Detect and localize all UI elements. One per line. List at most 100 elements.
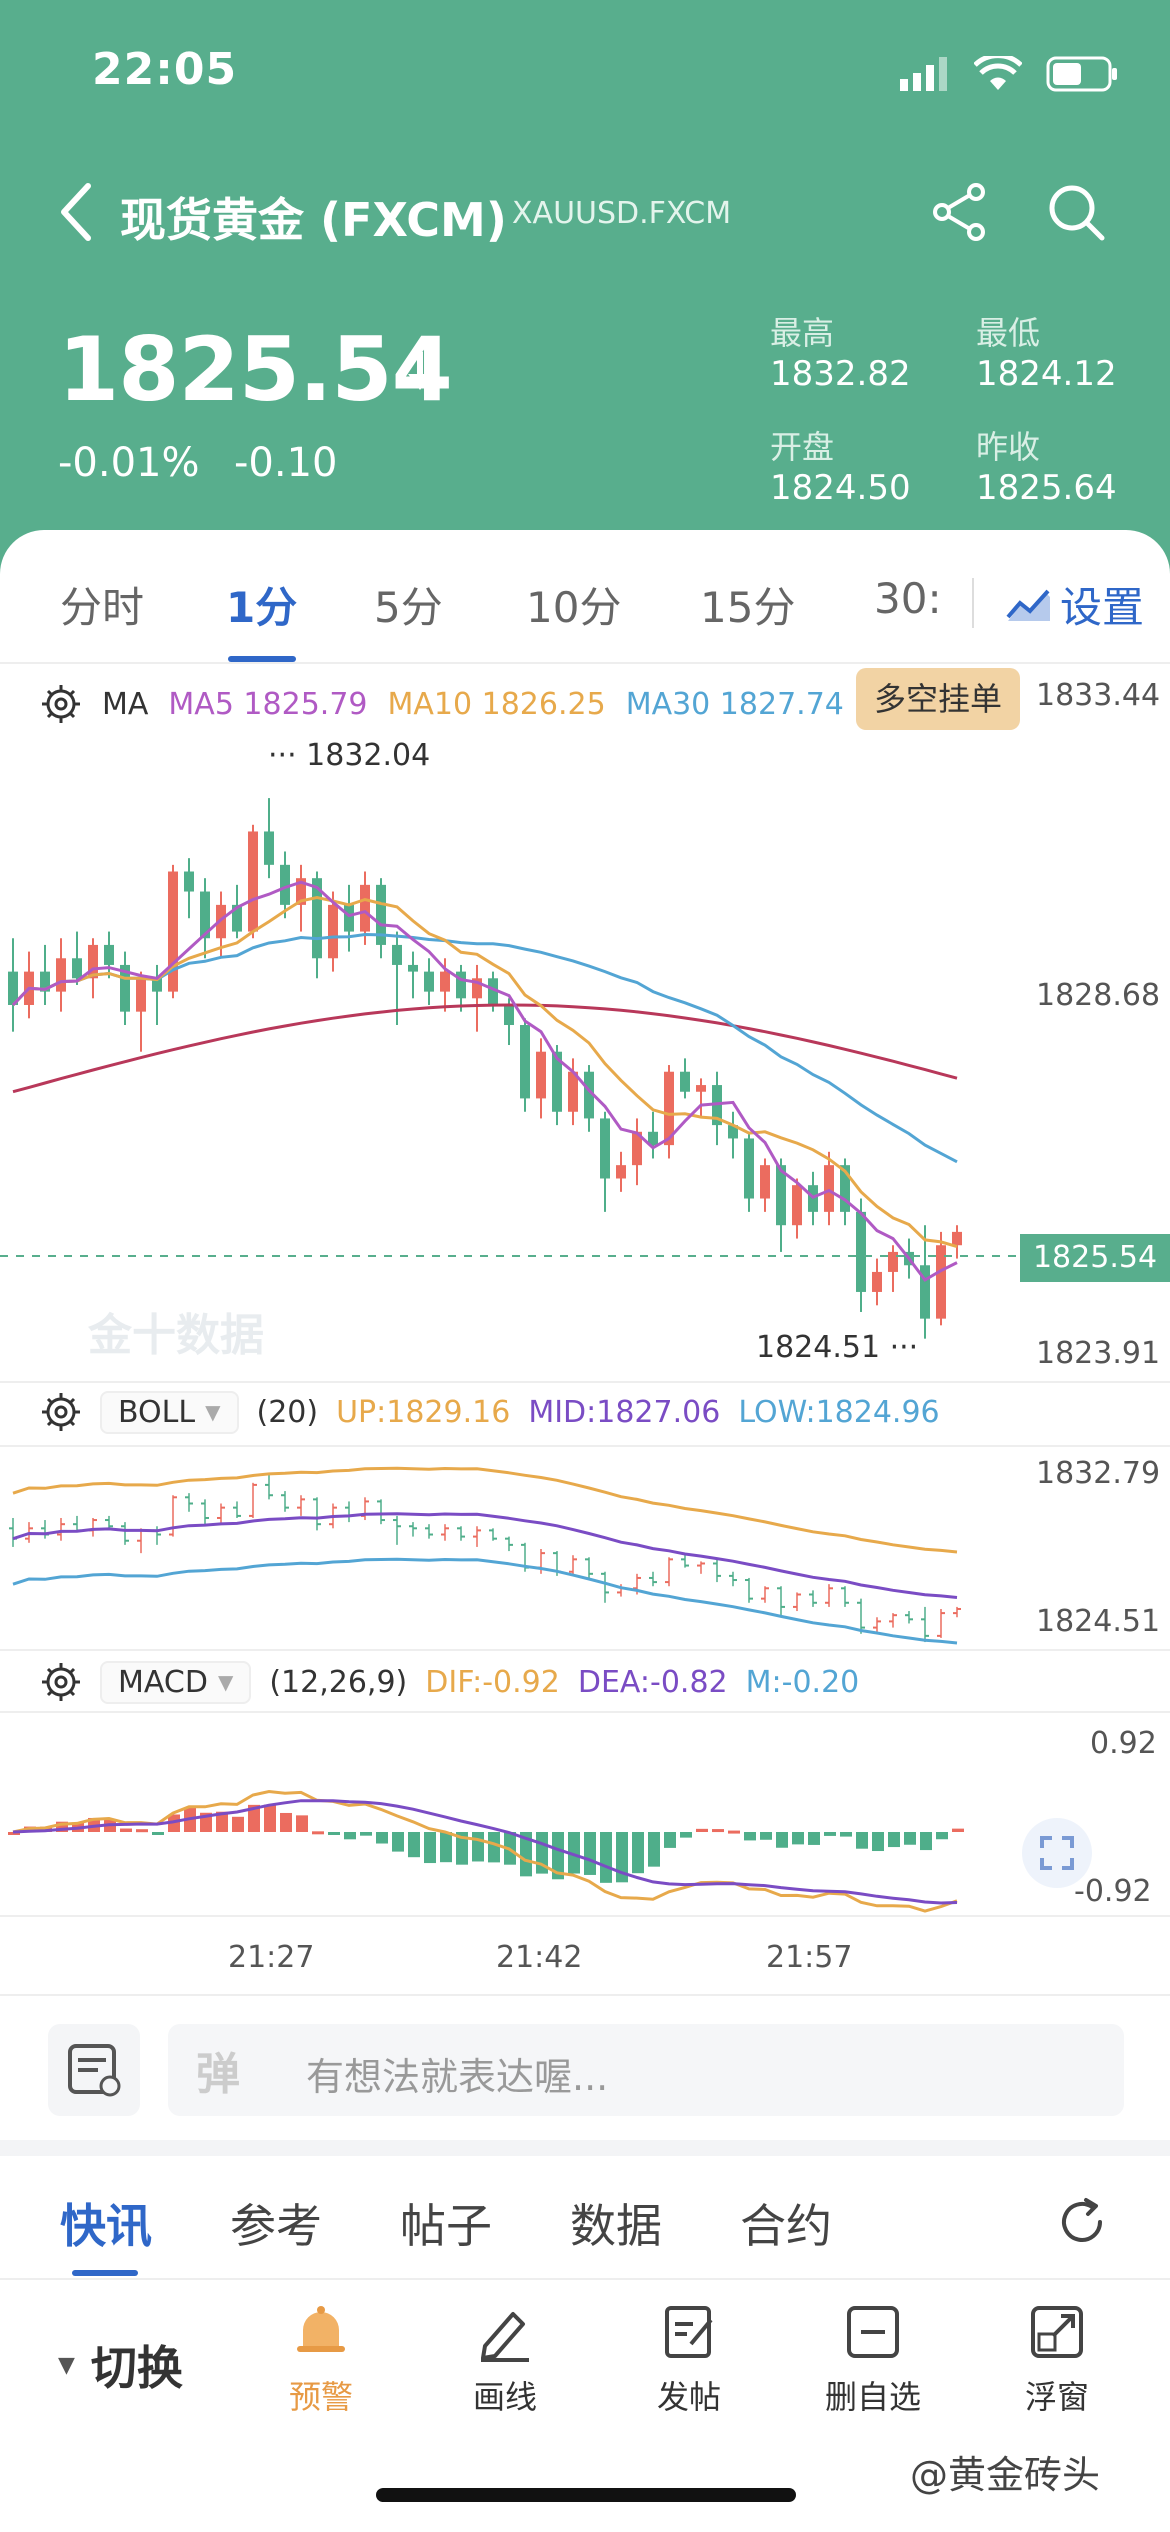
candle-body: [280, 864, 290, 905]
remove-watchlist-button[interactable]: 删自选: [808, 2300, 938, 2418]
macd-name: MACD: [118, 1664, 208, 1700]
macd-bar: [392, 1832, 404, 1852]
tab-10min[interactable]: 10分: [526, 583, 622, 632]
long-short-orders-button[interactable]: 多空挂单: [856, 668, 1020, 730]
tab-reference[interactable]: 参考: [230, 2199, 322, 2253]
candle: [56, 938, 66, 1012]
fullscreen-button[interactable]: [1022, 1818, 1092, 1888]
macd-bar: [648, 1832, 660, 1867]
macd-bar: [632, 1832, 644, 1874]
candle: [568, 1058, 578, 1126]
candle-body: [728, 1125, 738, 1139]
candle: [360, 871, 370, 945]
candle-body: [168, 871, 178, 992]
candle: [376, 878, 386, 959]
comment-tool-button[interactable]: [48, 2024, 140, 2116]
candle: [600, 1111, 610, 1212]
boll-gear-icon[interactable]: [40, 1391, 82, 1433]
candle: [760, 1158, 770, 1212]
tab-5min[interactable]: 5分: [374, 583, 443, 632]
macd-bar: [680, 1832, 692, 1838]
candle: [152, 964, 162, 1026]
share-icon[interactable]: [930, 182, 990, 242]
tab-1min[interactable]: 1分: [226, 583, 298, 632]
macd-bar: [616, 1832, 628, 1883]
tab-posts[interactable]: 帖子: [400, 2199, 492, 2253]
macd-bar: [520, 1832, 532, 1877]
boll-axis-top: 1832.79: [1036, 1456, 1161, 1491]
candle-body: [680, 1071, 690, 1092]
ma-gear-icon[interactable]: [40, 683, 82, 725]
boll-low: LOW:1824.96: [738, 1394, 940, 1430]
search-icon[interactable]: [1044, 180, 1108, 244]
tab-flash-news[interactable]: 快讯: [60, 2199, 152, 2253]
home-indicator[interactable]: [376, 2488, 796, 2502]
macd-bar: [728, 1830, 740, 1834]
candle-body: [600, 1118, 610, 1179]
back-icon[interactable]: [56, 182, 96, 242]
macd-bar: [552, 1832, 564, 1880]
note-icon: [68, 2044, 121, 2097]
candle-body: [744, 1138, 754, 1199]
ma-legend: MA MA5 1825.79 MA10 1826.25 MA30 1827.74…: [40, 684, 910, 724]
candle: [792, 1178, 802, 1239]
candle-body: [760, 1165, 770, 1199]
comment-input[interactable]: [168, 2024, 1124, 2116]
candle-body: [264, 831, 274, 865]
float-window-button[interactable]: 浮窗: [992, 2300, 1122, 2418]
bell-icon: [297, 2306, 345, 2352]
tab-30min[interactable]: 30:: [874, 574, 942, 623]
macd-bar: [472, 1832, 484, 1862]
section-separator: [0, 2140, 1170, 2156]
candle-body: [520, 1025, 530, 1099]
tab-contract[interactable]: 合约: [740, 2199, 832, 2253]
macd-bar: [296, 1815, 308, 1832]
candle-body: [360, 884, 370, 932]
tab-timeshare[interactable]: 分时: [60, 583, 145, 632]
macd-bar: [776, 1832, 788, 1848]
candle-body: [696, 1085, 706, 1092]
candle: [744, 1131, 754, 1212]
candle-body: [424, 971, 434, 992]
status-icons: [900, 54, 1118, 94]
macd-param: (12,26,9): [269, 1664, 408, 1700]
candles-main: [8, 798, 962, 1339]
ma30-line: [11, 932, 958, 1164]
macd-bar: [600, 1832, 612, 1883]
stat-low-value: 1824.12: [976, 354, 1117, 394]
post-button[interactable]: 发帖: [624, 2300, 754, 2418]
footer-watermark: @黄金砖头: [910, 2453, 1101, 2497]
draw-line-button[interactable]: 画线: [440, 2300, 570, 2418]
macd-dea: DEA:-0.82: [577, 1664, 728, 1700]
chart-settings-button[interactable]: 设置: [1006, 574, 1144, 635]
comment-placeholder: 有想法就表达喔...: [306, 2055, 609, 2099]
macd-gear-icon[interactable]: [40, 1661, 82, 1703]
fullscreen-icon: [1040, 1836, 1074, 1870]
refresh-icon[interactable]: [1056, 2196, 1108, 2248]
candle: [856, 1198, 866, 1312]
candle: [136, 971, 146, 1052]
switch-button[interactable]: ▼ 切换: [58, 2332, 183, 2398]
candle: [184, 858, 194, 919]
tab-15min[interactable]: 15分: [700, 583, 796, 632]
kline-chart[interactable]: 金十数据: [0, 664, 1170, 1994]
macd-bar: [408, 1832, 420, 1858]
candle-body: [328, 904, 338, 959]
tab-data[interactable]: 数据: [570, 2199, 662, 2253]
x-tick: 21:57: [766, 1940, 853, 1975]
macd-indicator-select[interactable]: MACD ▼: [100, 1660, 252, 1704]
boll-mid: MID:1827.06: [528, 1394, 721, 1430]
candle: [472, 964, 482, 1032]
candle-body: [920, 1265, 930, 1319]
candle-body: [88, 944, 98, 979]
candle: [408, 951, 418, 999]
candle-body: [856, 1211, 866, 1292]
macd-bar: [328, 1832, 340, 1835]
candle-body: [136, 978, 146, 1012]
stat-high-label: 最高: [770, 314, 835, 352]
boll-indicator-select[interactable]: BOLL ▼: [100, 1390, 239, 1434]
candle-body: [440, 971, 450, 992]
candle-body: [936, 1245, 946, 1319]
macd-axis-top: 0.92: [1090, 1726, 1157, 1761]
alert-button[interactable]: 预警: [256, 2300, 386, 2418]
